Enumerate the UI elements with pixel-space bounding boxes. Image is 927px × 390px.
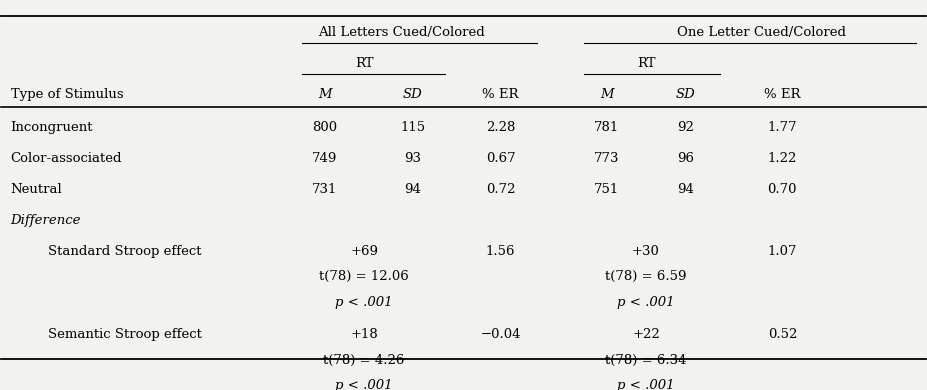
Text: One Letter Cued/Colored: One Letter Cued/Colored (677, 26, 846, 39)
Text: Incongruent: Incongruent (10, 121, 93, 133)
Text: p < .001: p < .001 (336, 379, 393, 390)
Text: 781: 781 (594, 121, 619, 133)
Text: −0.04: −0.04 (480, 328, 521, 341)
Text: +30: +30 (632, 245, 660, 258)
Text: All Letters Cued/Colored: All Letters Cued/Colored (318, 26, 485, 39)
Text: SD: SD (403, 88, 423, 101)
Text: 1.22: 1.22 (768, 152, 797, 165)
Text: t(78) = 12.06: t(78) = 12.06 (319, 270, 409, 283)
Text: p < .001: p < .001 (336, 296, 393, 308)
Text: 115: 115 (400, 121, 425, 133)
Text: RT: RT (355, 57, 374, 70)
Text: 1.77: 1.77 (768, 121, 797, 133)
Text: 2.28: 2.28 (486, 121, 515, 133)
Text: +18: +18 (350, 328, 378, 341)
Text: 800: 800 (312, 121, 337, 133)
Text: M: M (318, 88, 332, 101)
Text: 0.70: 0.70 (768, 183, 797, 196)
Text: Semantic Stroop effect: Semantic Stroop effect (47, 328, 201, 341)
Text: 0.67: 0.67 (486, 152, 515, 165)
Text: M: M (600, 88, 614, 101)
Text: 1.56: 1.56 (486, 245, 515, 258)
Text: 0.72: 0.72 (486, 183, 515, 196)
Text: 773: 773 (594, 152, 619, 165)
Text: p < .001: p < .001 (617, 379, 675, 390)
Text: 1.07: 1.07 (768, 245, 797, 258)
Text: SD: SD (676, 88, 695, 101)
Text: 94: 94 (677, 183, 693, 196)
Text: Standard Stroop effect: Standard Stroop effect (47, 245, 201, 258)
Text: 92: 92 (677, 121, 693, 133)
Text: Neutral: Neutral (10, 183, 62, 196)
Text: 751: 751 (594, 183, 619, 196)
Text: 93: 93 (404, 152, 421, 165)
Text: t(78) = 6.34: t(78) = 6.34 (605, 354, 687, 367)
Text: 94: 94 (404, 183, 421, 196)
Text: Difference: Difference (10, 214, 82, 227)
Text: RT: RT (637, 57, 655, 70)
Text: 96: 96 (677, 152, 693, 165)
Text: t(78) = 4.26: t(78) = 4.26 (324, 354, 405, 367)
Text: % ER: % ER (482, 88, 519, 101)
Text: Color-associated: Color-associated (10, 152, 122, 165)
Text: 731: 731 (312, 183, 337, 196)
Text: % ER: % ER (764, 88, 801, 101)
Text: Type of Stimulus: Type of Stimulus (10, 88, 123, 101)
Text: +69: +69 (350, 245, 378, 258)
Text: p < .001: p < .001 (617, 296, 675, 308)
Text: 749: 749 (312, 152, 337, 165)
Text: t(78) = 6.59: t(78) = 6.59 (605, 270, 687, 283)
Text: 0.52: 0.52 (768, 328, 797, 341)
Text: +22: +22 (632, 328, 660, 341)
